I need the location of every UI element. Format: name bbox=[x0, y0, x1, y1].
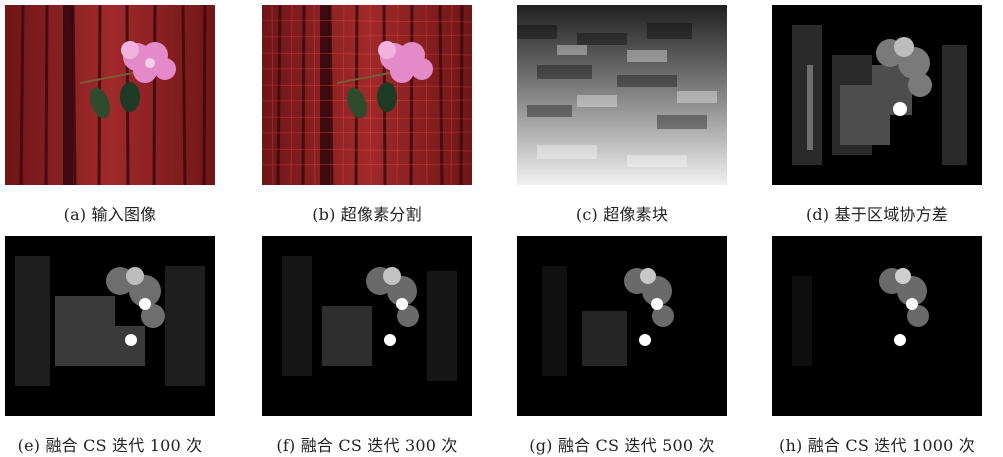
caption-e: (e) 融合 CS 迭代 100 次 bbox=[17, 436, 203, 455]
caption-c: (c) 超像素块 bbox=[575, 205, 669, 224]
cs-100-image bbox=[5, 236, 215, 416]
caption-f: (f) 融合 CS 迭代 300 次 bbox=[276, 436, 458, 455]
superpixel-segmentation-image bbox=[262, 5, 472, 185]
cs-500-image bbox=[517, 236, 727, 416]
caption-a: (a) 输入图像 bbox=[63, 205, 157, 224]
superpixel-segmentation-graphic bbox=[262, 5, 472, 185]
caption-h: (h) 融合 CS 迭代 1000 次 bbox=[779, 436, 975, 455]
cs-1000-image bbox=[772, 236, 982, 416]
input-image-graphic bbox=[5, 5, 215, 185]
input-image bbox=[5, 5, 215, 185]
cs-500-graphic bbox=[517, 236, 727, 416]
cs-1000-graphic bbox=[772, 236, 982, 416]
region-covariance-graphic bbox=[772, 5, 982, 185]
caption-b: (b) 超像素分割 bbox=[312, 205, 422, 224]
superpixel-blocks-graphic bbox=[517, 5, 727, 185]
cs-300-graphic bbox=[262, 236, 472, 416]
region-covariance-image bbox=[772, 5, 982, 185]
cs-100-graphic bbox=[5, 236, 215, 416]
caption-d: (d) 基于区域协方差 bbox=[805, 205, 948, 224]
cs-300-image bbox=[262, 236, 472, 416]
superpixel-blocks-image bbox=[517, 5, 727, 185]
caption-g: (g) 融合 CS 迭代 500 次 bbox=[529, 436, 715, 455]
